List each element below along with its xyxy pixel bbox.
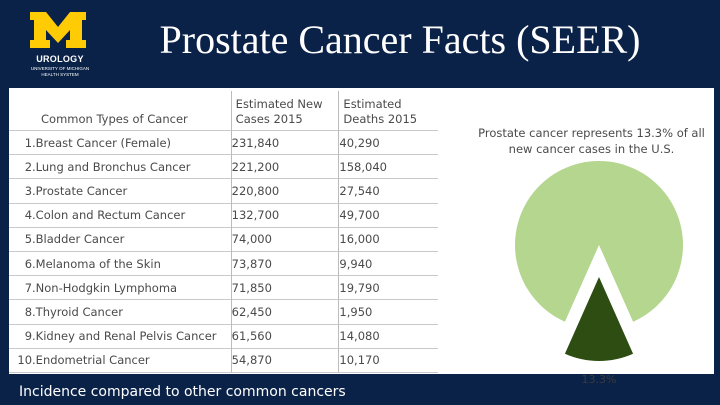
table-header-row: Common Types of Cancer Estimated New Cas… (9, 91, 438, 131)
row-deaths: 9,940 (338, 251, 438, 276)
row-rank: 10. (17, 353, 36, 368)
row-new-cases: 220,800 (230, 178, 339, 204)
row-cancer-name: Colon and Rectum Cancer (35, 208, 186, 223)
column-header-cases: Estimated New Cases 2015 (230, 91, 339, 131)
slide-title: Prostate Cancer Facts (SEER) (159, 17, 641, 62)
row-rank: 7. (24, 280, 36, 295)
table-row: 4. Colon and Rectum Cancer 132,700 49,700 (9, 203, 438, 228)
row-rank: 9. (24, 329, 36, 344)
table-row: 6. Melanoma of the Skin 73,870 9,940 (9, 251, 438, 276)
row-new-cases: 62,450 (230, 299, 339, 324)
row-rank: 4. (24, 208, 36, 223)
pie-chart: 13.3% (515, 161, 683, 386)
pie-caption: Prostate cancer represents 13.3% of all … (478, 126, 705, 156)
table-row: 10. Endometrial Cancer 54,870 10,170 (9, 348, 438, 373)
table-row: 3. Prostate Cancer 220,800 27,540 (9, 178, 438, 204)
row-cancer-name: Endometrial Cancer (35, 353, 150, 368)
row-new-cases: 61,560 (230, 324, 339, 349)
university-name: UNIVERSITY OF MICHIGAN HEALTH SYSTEM (10, 66, 110, 78)
table-row: 2. Lung and Bronchus Cancer 221,200 158,040 (9, 154, 438, 179)
row-rank: 6. (24, 256, 36, 271)
row-deaths: 19,790 (338, 275, 438, 300)
row-cancer-name: Bladder Cancer (35, 232, 125, 247)
row-new-cases: 54,870 (230, 348, 339, 373)
table-body: 1. Breast Cancer (Female) 231,840 40,290 2. L… (9, 130, 438, 373)
table-row: 7. Non-Hodgkin Lymphoma 71,850 19,790 (9, 275, 438, 300)
row-new-cases: 231,840 (230, 130, 339, 155)
row-deaths: 40,290 (338, 130, 438, 155)
row-deaths: 27,540 (338, 178, 438, 204)
cancer-table: Common Types of Cancer Estimated New Cas… (9, 91, 438, 373)
row-cancer-name: Melanoma of the Skin (35, 256, 161, 271)
row-deaths: 158,040 (338, 154, 438, 179)
table-row: 9. Kidney and Renal Pelvis Cancer 61,560 14… (9, 324, 438, 349)
table-row: 1. Breast Cancer (Female) 231,840 40,290 (9, 130, 438, 155)
row-new-cases: 73,870 (230, 251, 339, 276)
row-rank: 3. (24, 183, 36, 198)
row-deaths: 1,950 (338, 299, 438, 324)
row-rank: 1. (24, 135, 36, 150)
row-cancer-name: Breast Cancer (Female) (35, 135, 172, 150)
content-panel: Common Types of Cancer Estimated New Cas… (9, 88, 714, 386)
row-new-cases: 74,000 (230, 227, 339, 252)
row-cancer-name: Non-Hodgkin Lymphoma (35, 280, 178, 295)
row-rank: 2. (24, 159, 36, 174)
row-cancer-name: Kidney and Renal Pelvis Cancer (35, 329, 217, 344)
column-header-type: Common Types of Cancer (41, 112, 188, 126)
row-cancer-name: Lung and Bronchus Cancer (35, 159, 191, 174)
university-line-1: UNIVERSITY OF MICHIGAN (30, 66, 90, 71)
department-name: UROLOGY (36, 54, 84, 64)
table-row: 8. Thyroid Cancer 62,450 1,950 (9, 299, 438, 324)
row-cancer-name: Prostate Cancer (35, 183, 128, 198)
column-header-deaths: Estimated Deaths 2015 (338, 91, 438, 131)
pie-slice-prostate (564, 277, 634, 361)
row-new-cases: 221,200 (230, 154, 339, 179)
pie-slice-label: 13.3% (582, 373, 617, 386)
row-new-cases: 71,850 (230, 275, 339, 300)
row-deaths: 16,000 (338, 227, 438, 252)
row-deaths: 49,700 (338, 203, 438, 228)
block-m-shape (30, 12, 86, 48)
university-line-2: HEALTH SYSTEM (41, 72, 79, 77)
table-row: 5. Bladder Cancer 74,000 16,000 (9, 227, 438, 252)
row-rank: 8. (24, 304, 36, 319)
row-deaths: 10,170 (338, 348, 438, 373)
university-logo: M UROLOGY UNIVERSITY OF MICHIGAN HEALTH … (10, 8, 110, 78)
block-m-logo: M (30, 12, 86, 48)
row-rank: 5. (24, 232, 36, 247)
footer-caption: Incidence compared to other common cance… (19, 384, 346, 400)
row-deaths: 14,080 (338, 324, 438, 349)
row-new-cases: 132,700 (230, 203, 339, 228)
row-cancer-name: Thyroid Cancer (35, 304, 123, 319)
pie-slice-other (515, 161, 683, 322)
